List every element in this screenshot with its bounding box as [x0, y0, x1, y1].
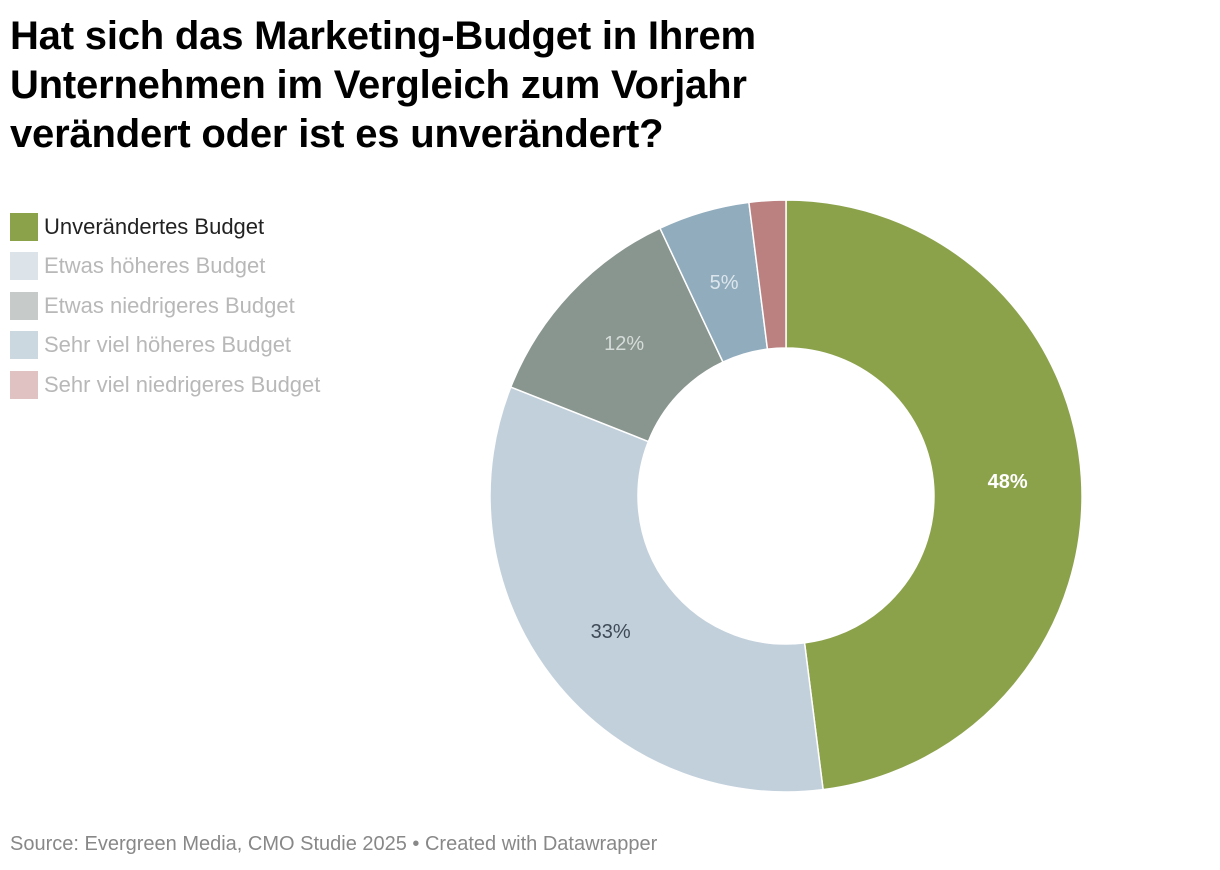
- legend-swatch: [10, 291, 38, 320]
- chart-title: Hat sich das Marketing-Budget in Ihrem U…: [10, 14, 756, 156]
- donut-slice: [489, 386, 824, 793]
- legend-label: Sehr viel höheres Budget: [44, 332, 292, 358]
- donut-slice: [748, 199, 787, 351]
- legend-swatch: [10, 252, 38, 281]
- legend-swatch: [10, 370, 38, 399]
- slice-value-label: 5%: [710, 272, 739, 294]
- legend-swatch: [10, 212, 38, 241]
- legend-item: Sehr viel niedrigeres Budget: [10, 365, 430, 405]
- legend-item: Etwas höheres Budget: [10, 247, 430, 287]
- legend-label: Etwas höheres Budget: [44, 253, 266, 279]
- legend-swatch: [10, 331, 38, 360]
- legend-label: Sehr viel niedrigeres Budget: [44, 371, 321, 397]
- source-note: Source: Evergreen Media, CMO Studie 2025…: [10, 833, 658, 855]
- slice-value-label: 48%: [988, 471, 1028, 493]
- slice-value-label: 33%: [591, 621, 631, 643]
- legend-label: Unverändertes Budget: [44, 213, 265, 239]
- donut-slice: [785, 199, 1083, 791]
- legend-label: Etwas niedrigeres Budget: [44, 292, 295, 318]
- legend-item: Etwas niedrigeres Budget: [10, 286, 430, 326]
- slice-value-label: 12%: [604, 333, 644, 355]
- legend-item: Unverändertes Budget: [10, 207, 430, 247]
- legend-item: Sehr viel höheres Budget: [10, 326, 430, 366]
- legend: Unverändertes Budget Etwas höheres Budget…: [10, 207, 430, 405]
